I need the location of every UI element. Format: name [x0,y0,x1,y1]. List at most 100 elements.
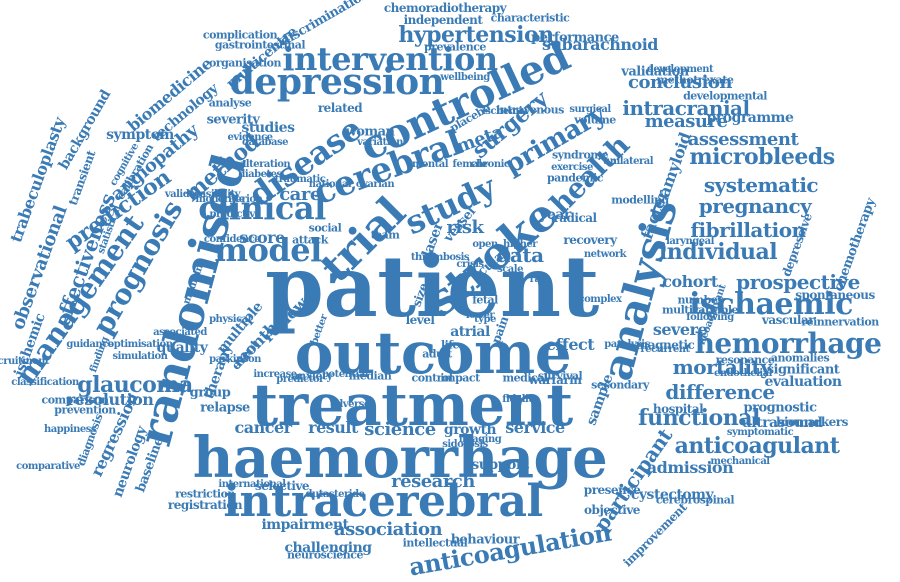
cloud-word: evidence [227,132,273,143]
cloud-word: anomalies [770,351,830,365]
cloud-word: pandemic [546,171,604,185]
cloud-word: magnetic [635,338,695,352]
cloud-word: adverse [330,399,370,410]
cloud-word: gastrointestinal [214,38,306,52]
cloud-word: prospective [736,270,860,294]
cloud-word: growth [443,422,497,438]
cloud-word: admission [646,458,734,477]
cloud-word: optimisation [107,339,173,350]
cloud-word: characteristic [490,11,570,25]
cloud-word: mental [411,159,449,170]
cloud-word: group [189,385,231,401]
cloud-word: glaucoma [77,372,193,398]
cloud-word: score [239,228,285,247]
cloud-word: diabetes [238,169,282,180]
cloud-word: hypertension [398,22,554,48]
cloud-word: assessment [687,129,799,150]
cloud-word: network [583,249,627,260]
cloud-word: severity [206,112,260,128]
cloud-word: national [308,179,352,190]
cloud-word: syndrome [551,148,609,162]
cloud-word: female [452,159,488,170]
cloud-word: difference [665,380,775,404]
cloud-word: neuroscience [287,548,363,562]
cloud-word: care [279,184,321,205]
cloud-word: variation [357,137,403,148]
cloud-word: life [440,338,460,352]
cloud-word: modelling [611,193,669,207]
cloud-word: fibrillation [690,218,806,242]
cloud-word: database [241,137,289,148]
cloud-word: performance [531,30,619,46]
cloud-word: rate [529,274,551,285]
cloud-word: symptom [106,127,174,143]
cloud-word: social [308,221,342,235]
cloud-word: research [391,471,475,492]
cloud-word: comparative [16,461,80,472]
cloud-word: surgical [569,104,611,115]
cloud-word: relapse [200,400,250,416]
cloud-word: woman [345,124,396,140]
cloud-word: measure [644,111,728,132]
cloud-word: patient [265,237,599,336]
cloud-word: mechanical [710,456,770,467]
cloud-word: biomarkers [776,415,848,429]
cloud-word: attack [292,233,328,247]
cloud-word: ultrasound [741,415,823,431]
cloud-word: sidorosis [442,439,488,450]
cloud-word: systematic [703,173,819,197]
cloud-word: imaging [458,434,502,445]
cloud-word: intellectual [402,536,468,550]
cloud-word: physical [209,314,251,325]
cloud-word: evaluation [764,374,842,390]
cloud-word: moderate [195,194,245,205]
cloud-word: ovarian [355,179,395,190]
cloud-word: dutasteride [305,489,365,500]
cloud-word: registration [167,498,243,512]
cloud-word: fetal [472,293,498,307]
cloud-word: classification [11,377,79,388]
cloud-word: parkinson [209,354,261,365]
cloud-word: anxiety [291,369,333,383]
cloud-word: symptomatic [726,427,794,438]
cloud-word: paralysis [604,339,650,350]
cloud-word: intracranial [622,96,750,120]
cloud-word: cohort [662,272,718,291]
cloud-word: intravenous [496,103,564,117]
cloud-word: treatment [251,371,573,439]
cloud-word: studies [241,120,295,136]
cloud-word: control [411,371,453,385]
cloud-word: reinnervation [801,315,879,329]
cloud-word: multivariable [661,303,739,317]
cloud-word: type [474,314,496,325]
cloud-word: hemorrhage [694,327,882,360]
cloud-word: feasibility [190,189,240,200]
cloud-word: number [677,293,723,307]
cloud-word: traumatic [274,174,326,185]
cloud-word: exercise [551,162,593,173]
cloud-word: behaviour [450,532,520,548]
cloud-word: associated [153,327,207,338]
cloud-word: predictive [209,209,261,220]
cloud-word: open [472,239,498,250]
cloud-word: pregnancy [698,194,812,218]
cloud-word: association [333,519,443,540]
cloud-word: thrombosis [410,252,470,263]
cloud-word: individual [658,239,778,265]
cloud-word: severe [652,320,708,339]
cloud-word: predictor [276,374,324,385]
cloud-word: intracerebral [223,476,543,527]
cloud-word: spontaneous [795,288,875,302]
cloud-word: confidence [203,234,261,245]
cloud-word: impairment [261,517,349,533]
cloud-word: mortality [672,355,772,379]
cloud-word: potential [321,369,369,380]
cloud-word: cerebrospinal [655,493,735,507]
cloud-word: level [405,313,435,327]
cloud-word: vascular [761,313,815,327]
cloud-word: adult [422,347,452,361]
cloud-word: amyloid [654,130,695,200]
cloud-word: data [496,243,544,267]
cloud-word: functional [638,405,760,431]
